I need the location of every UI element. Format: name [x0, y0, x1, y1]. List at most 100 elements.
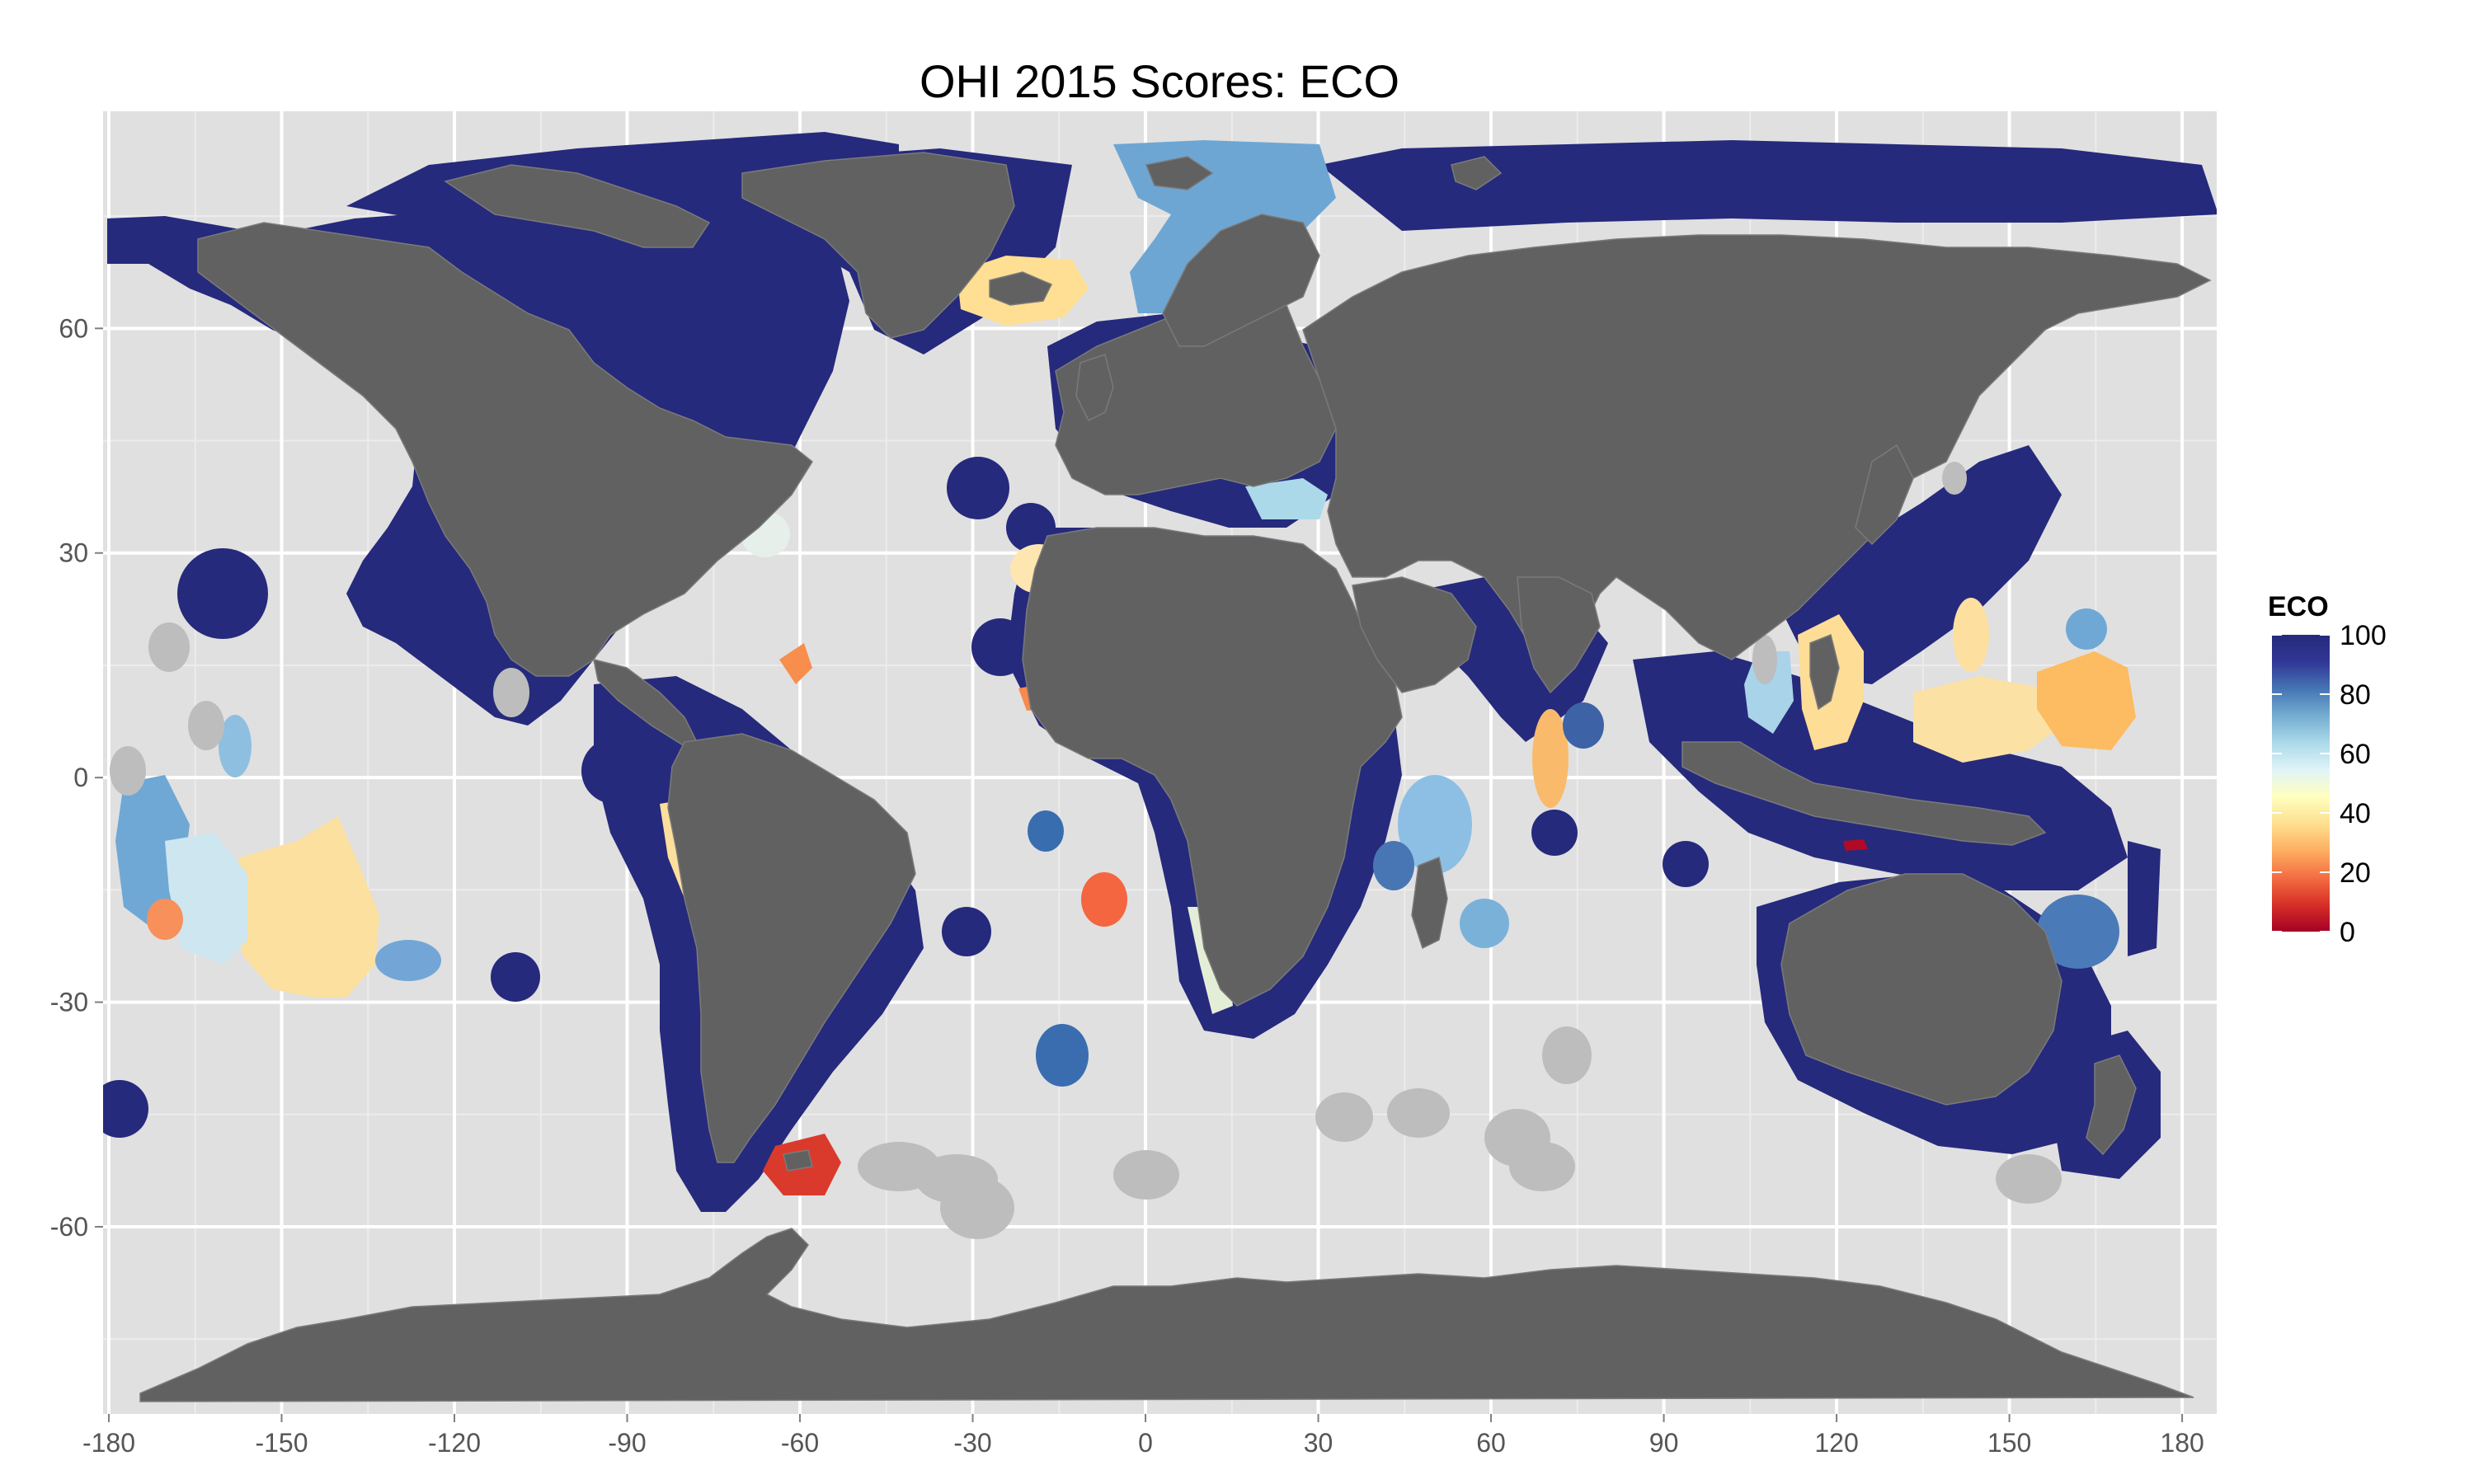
land-antarctica	[139, 1228, 2194, 1402]
eez-cape-verde	[971, 618, 1029, 676]
eez-nodata-1	[148, 622, 190, 672]
eez-nodata-15	[1942, 462, 1967, 495]
eez-nodata-10	[1113, 1150, 1179, 1200]
land-scandinavia	[1162, 214, 1320, 347]
x-tick-label: -180	[82, 1428, 135, 1458]
x-tick-label: -30	[953, 1428, 991, 1458]
eez-pitcairn	[375, 940, 441, 981]
eez-nodata-2	[493, 668, 529, 717]
no-data-eez	[110, 462, 2062, 1239]
y-tick-label: 0	[73, 763, 88, 792]
legend-label: 20	[2340, 857, 2371, 889]
x-tick-label: 90	[1649, 1428, 1679, 1458]
chart-title: OHI 2015 Scores: ECO	[920, 55, 1399, 107]
land-madagascar	[1411, 856, 1448, 950]
land-philippines	[1809, 633, 1840, 711]
eez-india-east	[1563, 702, 1604, 749]
land-uk	[1075, 354, 1114, 422]
map-layer	[103, 132, 2217, 1402]
land-north-america	[197, 222, 813, 677]
eez-northern-mariana	[1953, 598, 1989, 672]
legend-ticks: 100 80 60 40 20 0	[2272, 620, 2387, 948]
eez-maldives	[1532, 709, 1569, 808]
eez-trinidad	[779, 643, 812, 684]
eez-nodata-3	[188, 701, 224, 750]
land-svalbard	[1145, 156, 1214, 190]
eez-timor	[1843, 839, 1868, 851]
legend-label: 0	[2340, 917, 2355, 948]
x-tick-label: 30	[1304, 1428, 1333, 1458]
land-arabia	[1352, 576, 1477, 693]
eez-hawaii	[177, 548, 268, 639]
legend-title: ECO	[2268, 591, 2329, 622]
land-india	[1517, 576, 1601, 694]
eez-ascension	[1028, 810, 1064, 852]
eez-nodata-5	[1542, 1026, 1592, 1084]
y-tick-label: -30	[50, 988, 88, 1017]
eez-nodata-6	[1315, 1092, 1373, 1142]
eez-fiji	[2037, 895, 2119, 969]
y-axis-ticks: 60 30 0 -30 -60	[50, 313, 103, 1242]
eez-french-polynesia	[231, 816, 379, 998]
x-tick-label: 0	[1138, 1428, 1153, 1458]
land-south-america	[667, 733, 916, 1163]
land-iceland	[989, 271, 1053, 306]
y-tick-label: 30	[59, 538, 88, 568]
legend-label: 100	[2340, 620, 2387, 651]
legend: ECO 100 80 60 40 20 0	[2268, 591, 2387, 948]
eez-line-islands	[165, 833, 247, 965]
land-greenland	[741, 152, 1015, 339]
land-africa	[1022, 527, 1403, 1007]
x-tick-label: 150	[1987, 1428, 2031, 1458]
eez-tristan	[1036, 1024, 1089, 1087]
legend-label: 80	[2340, 679, 2371, 711]
eez-comoros	[1373, 841, 1414, 890]
x-tick-label: 180	[2160, 1428, 2204, 1458]
land-japan	[1855, 444, 1914, 546]
eez-nz-sub	[491, 952, 540, 1002]
eez-niue	[147, 899, 183, 940]
land-indonesia	[1681, 741, 2047, 846]
eez-madeira	[1006, 503, 1056, 552]
y-tick-label: 60	[59, 313, 88, 343]
eez-nodata-4	[110, 746, 146, 796]
land	[139, 152, 2212, 1402]
x-tick-label: -150	[255, 1428, 308, 1458]
eez-seychelles	[1398, 775, 1472, 874]
eez-nodata-7	[1387, 1088, 1450, 1138]
land-novaya-zemlya	[1451, 156, 1503, 190]
eez-nodata-14	[1996, 1154, 2062, 1204]
x-tick-label: -90	[608, 1428, 646, 1458]
x-axis-ticks: -180 -150 -120 -90 -60 -30 0 30 60 90 120 150 180	[82, 1414, 2204, 1458]
eez-azores	[947, 457, 1009, 519]
eez-pacific-islands	[2128, 841, 2161, 956]
land-falklands	[783, 1149, 813, 1172]
x-tick-label: -60	[781, 1428, 819, 1458]
eez-chagos	[1531, 810, 1578, 856]
x-tick-label: 120	[1814, 1428, 1858, 1458]
eez-kiribati	[1663, 841, 1709, 887]
land-canada-arctic	[444, 164, 711, 248]
eez-nodata-9	[1509, 1142, 1575, 1191]
eez-tokelau	[219, 715, 252, 777]
eez-galapagos	[581, 738, 647, 804]
x-tick-label: 60	[1476, 1428, 1506, 1458]
eez-samoa-east	[103, 1080, 148, 1138]
land-new-zealand	[2086, 1054, 2137, 1156]
eez-arctic-russia	[1319, 140, 2217, 231]
eez-nodata-16	[1752, 635, 1777, 684]
legend-label: 40	[2340, 798, 2371, 829]
eez-wake	[2066, 608, 2107, 650]
land-australia	[1780, 873, 2062, 1106]
eez-chile-islands	[942, 907, 991, 956]
legend-label: 60	[2340, 739, 2371, 770]
eez-micronesia	[1913, 676, 2062, 763]
eez-nodata-13	[940, 1176, 1014, 1239]
x-tick-label: -120	[428, 1428, 481, 1458]
eez-mauritius	[1460, 899, 1509, 948]
y-tick-label: -60	[50, 1212, 88, 1242]
eez-greece	[1245, 478, 1328, 519]
legend-colorbar	[2272, 635, 2330, 932]
eez-marshall	[2037, 651, 2136, 750]
